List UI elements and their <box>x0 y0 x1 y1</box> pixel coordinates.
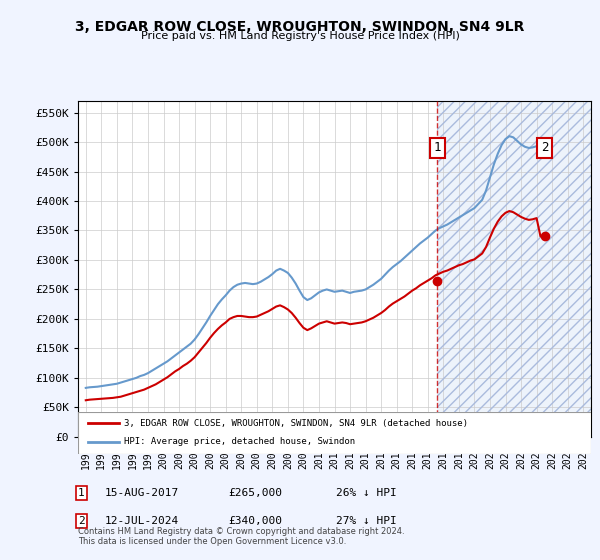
Text: 1: 1 <box>78 488 85 498</box>
Text: 27% ↓ HPI: 27% ↓ HPI <box>336 516 397 526</box>
Text: 2: 2 <box>78 516 85 526</box>
Text: 1: 1 <box>434 142 441 155</box>
Text: 26% ↓ HPI: 26% ↓ HPI <box>336 488 397 498</box>
Bar <box>437 101 600 437</box>
Text: £265,000: £265,000 <box>228 488 282 498</box>
Text: 2: 2 <box>541 142 548 155</box>
FancyBboxPatch shape <box>78 412 591 454</box>
Text: 3, EDGAR ROW CLOSE, WROUGHTON, SWINDON, SN4 9LR (detached house): 3, EDGAR ROW CLOSE, WROUGHTON, SWINDON, … <box>124 419 468 428</box>
Text: HPI: Average price, detached house, Swindon: HPI: Average price, detached house, Swin… <box>124 437 355 446</box>
Text: 12-JUL-2024: 12-JUL-2024 <box>105 516 179 526</box>
Text: Price paid vs. HM Land Registry's House Price Index (HPI): Price paid vs. HM Land Registry's House … <box>140 31 460 41</box>
Bar <box>437 101 600 437</box>
Text: £340,000: £340,000 <box>228 516 282 526</box>
Text: Contains HM Land Registry data © Crown copyright and database right 2024.
This d: Contains HM Land Registry data © Crown c… <box>78 526 404 546</box>
Text: 15-AUG-2017: 15-AUG-2017 <box>105 488 179 498</box>
Text: 3, EDGAR ROW CLOSE, WROUGHTON, SWINDON, SN4 9LR: 3, EDGAR ROW CLOSE, WROUGHTON, SWINDON, … <box>76 20 524 34</box>
